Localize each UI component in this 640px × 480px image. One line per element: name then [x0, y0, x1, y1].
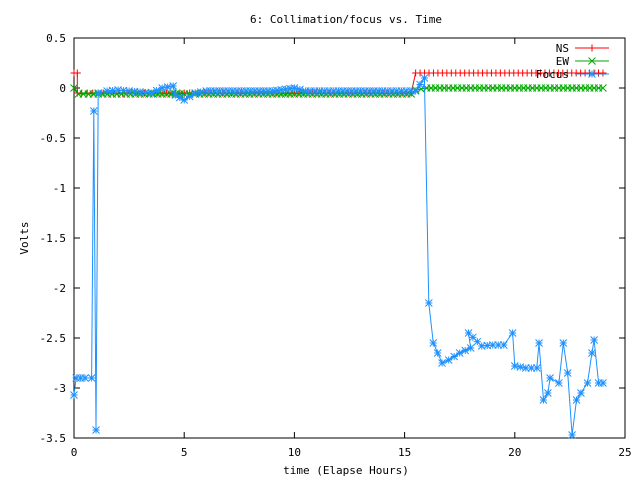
point-focus — [546, 374, 554, 382]
x-axis-label: time (Elapse Hours) — [283, 464, 409, 477]
y-tick-label: -3 — [53, 382, 66, 395]
point-focus — [544, 389, 552, 397]
point-focus — [488, 341, 497, 349]
point-focus — [81, 374, 89, 382]
legend-marker-ns — [588, 44, 596, 52]
point-focus — [473, 337, 482, 346]
x-tick-label: 15 — [398, 446, 411, 459]
y-tick-label: -0.5 — [40, 132, 67, 145]
point-focus — [411, 87, 420, 95]
x-axis-ticks: 0 5 10 15 20 25 — [71, 38, 632, 459]
x-tick-label: 25 — [618, 446, 631, 459]
point-focus — [527, 364, 536, 372]
y-axis-ticks: 0.5 0 -0.5 -1 -1.5 -2 -2.5 -3 -3.5 — [40, 32, 625, 445]
point-focus — [114, 86, 122, 94]
point-focus — [433, 349, 442, 357]
x-tick-label: 20 — [508, 446, 521, 459]
point-focus — [416, 80, 424, 89]
point-focus — [450, 352, 459, 361]
point-focus — [94, 89, 103, 97]
point-focus — [499, 341, 508, 349]
legend-label-focus: Focus — [536, 68, 569, 81]
point-focus — [70, 391, 78, 399]
point-focus — [466, 344, 475, 352]
chart-title: 6: Collimation/focus vs. Time — [250, 13, 442, 26]
y-tick-label: 0.5 — [46, 32, 66, 45]
y-tick-label: 0 — [59, 82, 66, 95]
point-focus — [590, 336, 598, 344]
point-focus — [196, 88, 205, 96]
point-focus — [559, 339, 568, 347]
y-tick-label: -2.5 — [40, 332, 67, 345]
x-tick-label: 0 — [71, 446, 78, 459]
point-focus — [296, 85, 304, 94]
point-focus — [444, 356, 453, 364]
point-focus — [185, 92, 194, 101]
point-focus — [420, 74, 429, 82]
point-focus — [577, 389, 585, 397]
series-line-focus — [73, 76, 603, 436]
point-focus — [92, 426, 100, 434]
point-focus — [583, 379, 592, 387]
point-ns — [73, 69, 81, 77]
series-layer — [70, 69, 607, 439]
legend-marker-ew — [588, 57, 596, 65]
y-tick-label: -3.5 — [40, 432, 67, 445]
point-focus — [438, 359, 446, 367]
point-focus — [429, 339, 438, 347]
y-tick-label: -1.5 — [40, 232, 67, 245]
point-focus — [588, 349, 596, 357]
point-focus — [555, 379, 563, 387]
point-focus — [424, 299, 433, 307]
point-focus — [599, 379, 607, 387]
point-focus — [535, 339, 543, 347]
point-ew — [70, 84, 78, 92]
y-tick-label: -2 — [53, 282, 66, 295]
point-focus — [532, 364, 541, 372]
point-focus — [508, 329, 517, 337]
legend-marker-focus — [588, 70, 596, 78]
point-focus — [563, 369, 572, 377]
point-ns — [599, 69, 607, 77]
point-focus — [158, 84, 167, 92]
legend-label-ns: NS — [556, 42, 569, 55]
y-axis-label: Volts — [18, 221, 31, 254]
x-tick-label: 10 — [288, 446, 301, 459]
point-focus — [281, 85, 290, 94]
point-focus — [568, 431, 576, 439]
point-focus — [87, 374, 96, 382]
point-focus — [290, 84, 299, 92]
point-focus — [89, 107, 98, 115]
point-focus — [572, 396, 581, 404]
legend-label-ew: EW — [556, 55, 570, 68]
x-tick-label: 5 — [181, 446, 188, 459]
plot-frame — [73, 37, 626, 439]
y-tick-label: -1 — [53, 182, 66, 195]
point-ew — [599, 84, 607, 92]
point-focus — [169, 82, 178, 90]
point-focus — [539, 396, 548, 404]
